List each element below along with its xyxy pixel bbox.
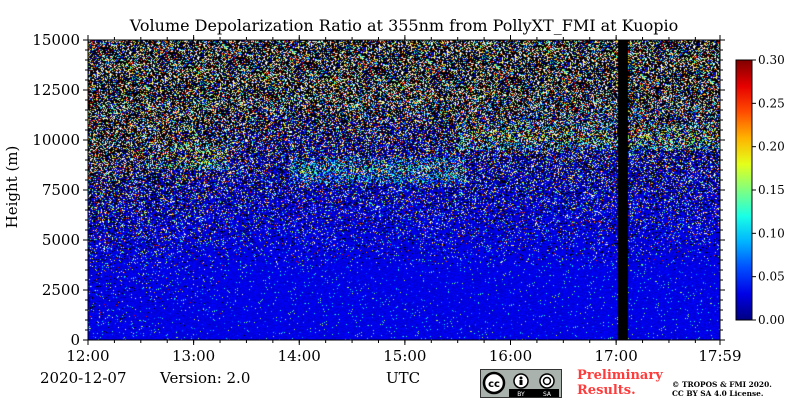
copyright-line-2: CC BY SA 4.0 License. [672, 389, 764, 398]
x-tick-label: 14:00 [278, 347, 321, 365]
colorbar-tick-label: 0.30 [758, 53, 785, 67]
colorbar-tick-label: 0.20 [758, 140, 785, 154]
y-tick-label: 7500 [42, 181, 80, 199]
colorbar-tick-label: 0.00 [758, 313, 785, 327]
copyright-line-1: © TROPOS & FMI 2020. [672, 380, 772, 389]
preliminary-line-1: Preliminary [577, 368, 663, 383]
x-tick-label: 15:00 [383, 347, 426, 365]
cc-license-badge: cc BY SA [480, 369, 562, 398]
footer-date: 2020-12-07 [40, 369, 127, 387]
x-tick-label: 17:59 [698, 347, 741, 365]
y-tick-label: 2500 [42, 281, 80, 299]
preliminary-line-2: Results. [577, 383, 636, 398]
y-tick-label: 10000 [32, 131, 80, 149]
depolarization-heatmap [88, 40, 720, 340]
y-tick-label: 12500 [32, 81, 80, 99]
colorbar-tick-label: 0.25 [758, 96, 785, 110]
x-tick-label: 12:00 [66, 347, 109, 365]
preliminary-results-note: Preliminary Results. [577, 368, 663, 398]
cc-by-sa-icon: cc BY SA [482, 371, 559, 398]
colorbar [735, 59, 753, 321]
y-tick-label: 5000 [42, 231, 80, 249]
footer-version: Version: 2.0 [160, 369, 251, 387]
y-tick-label: 0 [70, 331, 80, 349]
chart-title: Volume Depolarization Ratio at 355nm fro… [129, 16, 679, 35]
sa-text: SA [543, 391, 552, 397]
colorbar-tick-label: 0.05 [758, 270, 785, 284]
y-axis-label: Height (m) [3, 145, 21, 229]
colorbar-tick-label: 0.10 [758, 226, 785, 240]
footer-time-zone: UTC [386, 369, 421, 387]
colorbar-tick-label: 0.15 [758, 183, 785, 197]
heatmap-plot-area [88, 40, 720, 340]
x-tick-label: 13:00 [172, 347, 215, 365]
x-tick-label: 16:00 [489, 347, 532, 365]
by-text: BY [517, 391, 525, 397]
x-tick-label: 17:00 [595, 347, 638, 365]
copyright-note: © TROPOS & FMI 2020. CC BY SA 4.0 Licens… [672, 380, 772, 398]
cc-text: cc [488, 379, 500, 390]
